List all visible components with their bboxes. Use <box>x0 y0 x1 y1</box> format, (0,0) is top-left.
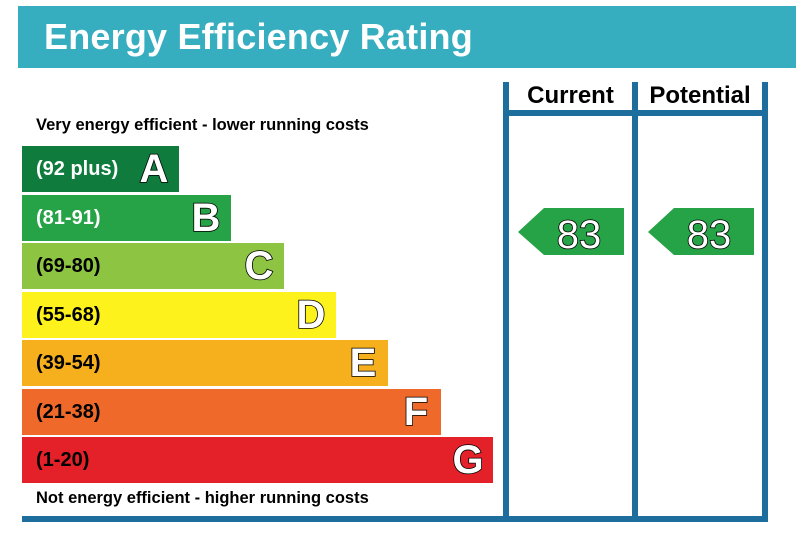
potential-rating-value: 83 <box>687 213 732 257</box>
band-range-label: (1-20) <box>36 449 90 471</box>
frame-middle-divider <box>632 82 638 522</box>
band-g: (1-20) G <box>22 437 493 483</box>
band-range-label: (81-91) <box>36 207 101 229</box>
band-f: (21-38) F <box>22 389 441 435</box>
band-letter: E <box>349 340 377 386</box>
band-letter: A <box>139 146 169 192</box>
title-bar: Energy Efficiency Rating <box>18 6 796 68</box>
band-a: (92 plus) A <box>22 146 179 192</box>
band-d: (55-68) D <box>22 292 336 338</box>
band-c: (69-80) C <box>22 243 284 289</box>
frame-bottom-border <box>22 516 768 522</box>
band-letter: G <box>452 437 485 483</box>
band-range-label: (92 plus) <box>36 158 119 180</box>
frame-header-underline <box>503 110 768 116</box>
frame-right-border <box>762 82 768 522</box>
current-column-header: Current <box>527 82 614 109</box>
potential-rating-arrow: 83 <box>648 208 754 258</box>
caption-top: Very energy efficient - lower running co… <box>36 116 369 134</box>
frame-left-divider <box>503 82 509 522</box>
caption-bottom: Not energy efficient - higher running co… <box>36 489 369 507</box>
current-rating-arrow-shape <box>518 208 624 255</box>
page-title: Energy Efficiency Rating <box>44 16 473 57</box>
band-range-label: (39-54) <box>36 352 101 374</box>
band-letter: F <box>403 389 429 435</box>
potential-column-header: Potential <box>649 82 751 109</box>
current-rating-value: 83 <box>557 213 602 257</box>
band-range-label: (55-68) <box>36 304 101 326</box>
band-letter: C <box>244 243 274 289</box>
band-b: (81-91) B <box>22 195 231 241</box>
current-rating-arrow: 83 <box>518 208 624 258</box>
band-letter: B <box>191 195 221 241</box>
band-range-label: (21-38) <box>36 401 101 423</box>
band-letter: D <box>296 292 326 338</box>
potential-rating-arrow-shape <box>648 208 754 255</box>
band-range-label: (69-80) <box>36 255 101 277</box>
band-e: (39-54) E <box>22 340 388 386</box>
